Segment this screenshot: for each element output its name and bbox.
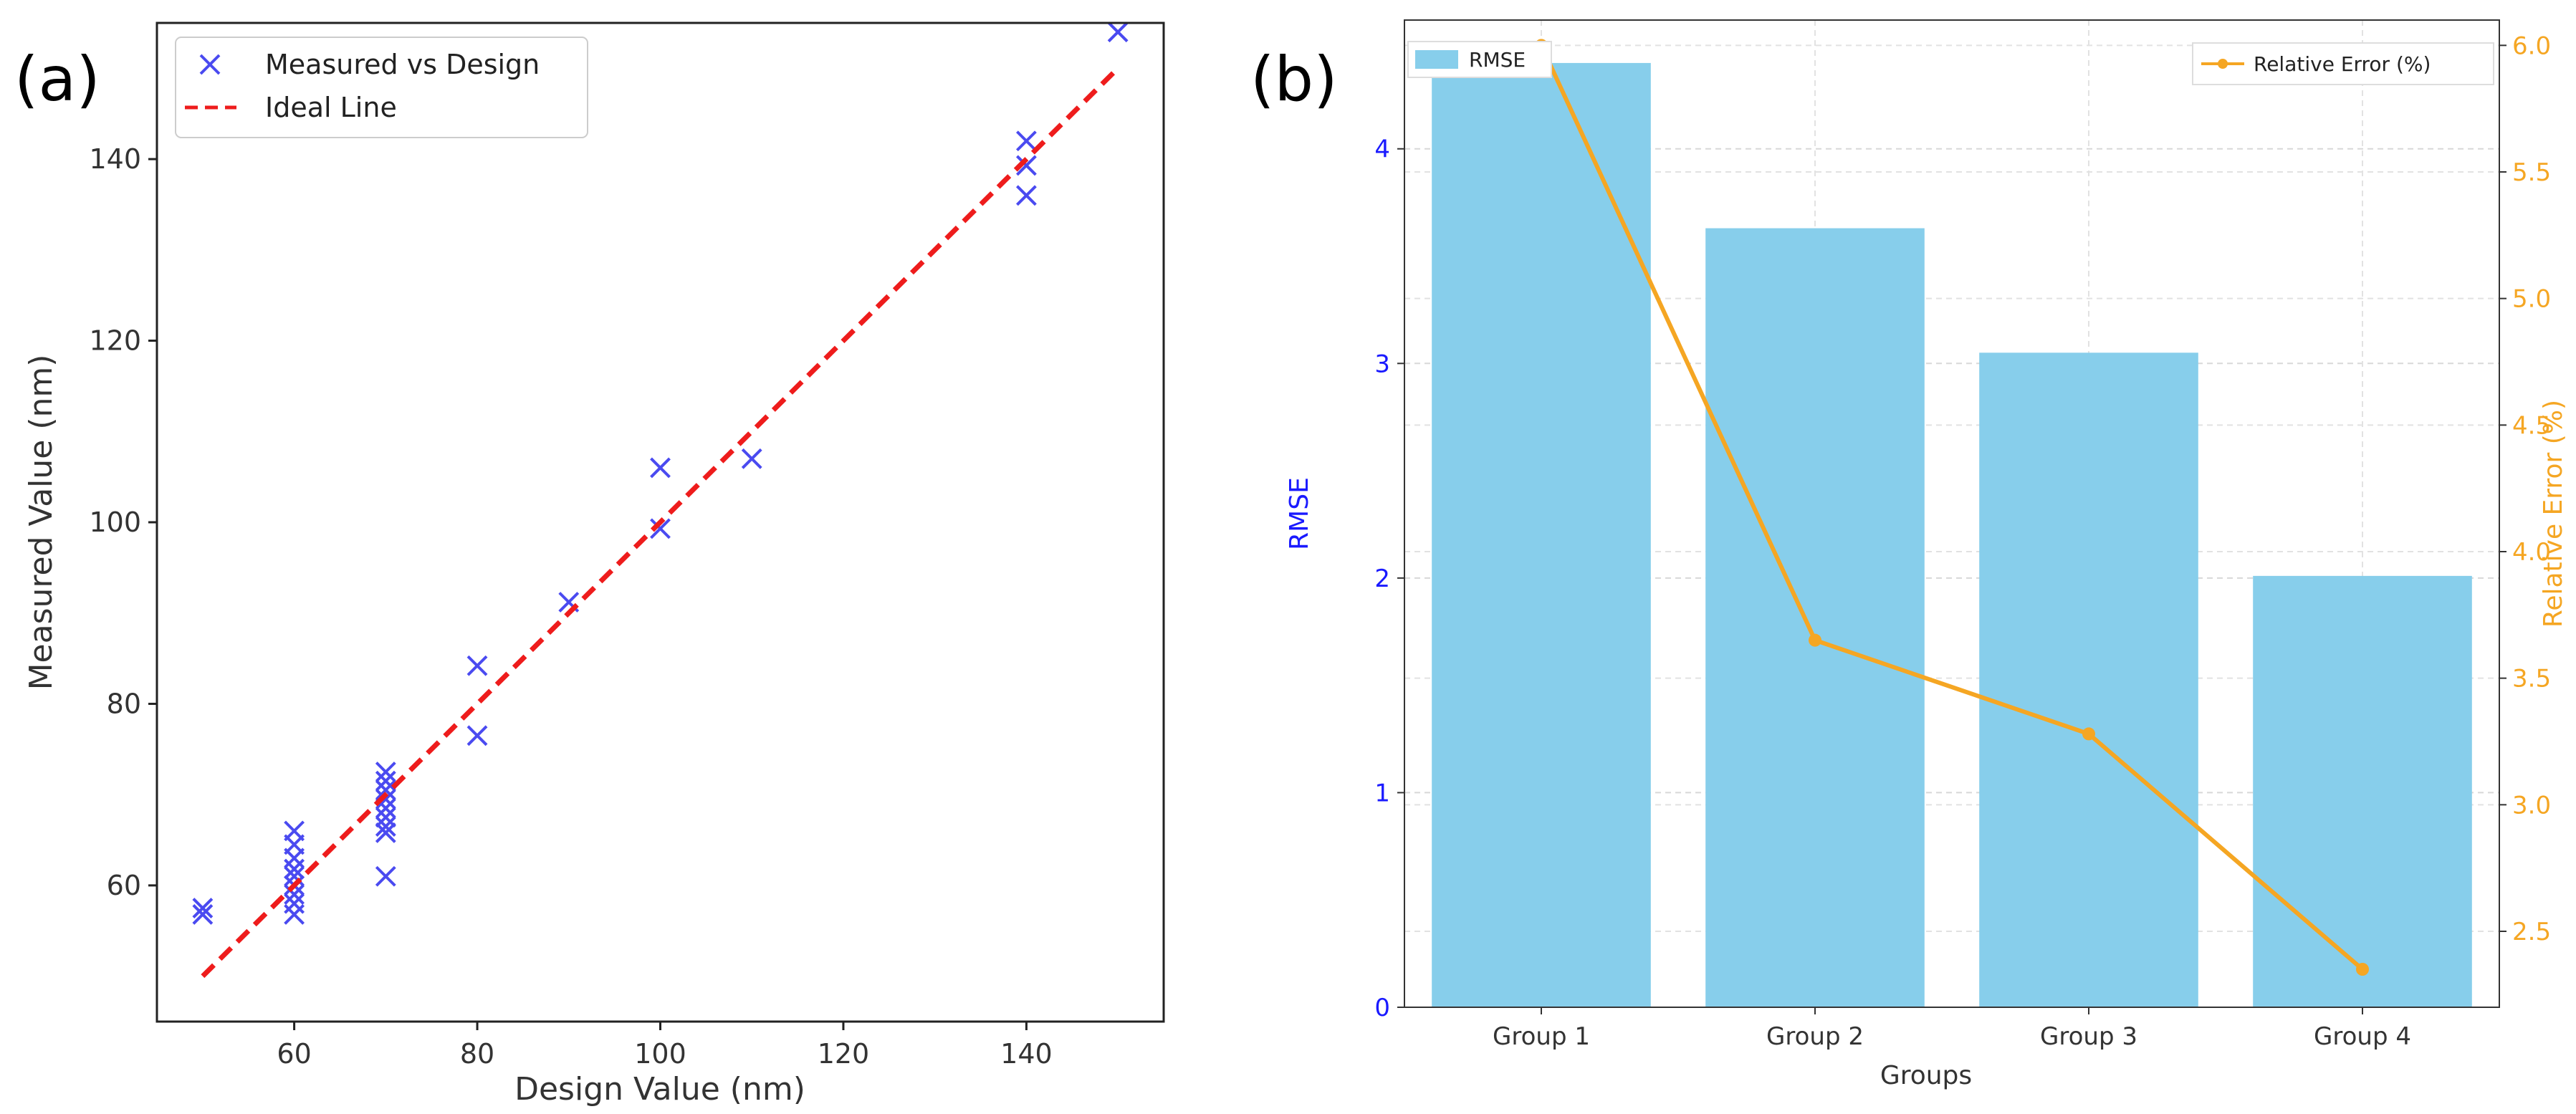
y-tick-label: 80 bbox=[107, 688, 141, 719]
category-tick-label: Group 4 bbox=[2314, 1022, 2411, 1051]
scatter-point bbox=[375, 865, 396, 887]
scatter-point bbox=[650, 457, 671, 479]
scatter-point bbox=[1015, 130, 1037, 152]
scatter-point bbox=[375, 779, 396, 801]
right-tick-label: 3.0 bbox=[2512, 791, 2551, 820]
scatter-point bbox=[284, 893, 305, 914]
panel-b-bar-line: (b) 0 1 2 3 4 2.5 3.0 3.5 4.0 4.5 5.0 5.5 6.0 Group… bbox=[1250, 19, 2568, 1090]
panel-a-legend-box bbox=[175, 37, 588, 138]
right-tick-label: 3.5 bbox=[2512, 665, 2551, 693]
scatter-point bbox=[466, 655, 488, 676]
right-tick-label: 4.0 bbox=[2512, 538, 2551, 567]
y-tick-label: 60 bbox=[107, 870, 141, 901]
legend-entry-ideal: Ideal Line bbox=[265, 92, 397, 123]
right-tick-label: 5.5 bbox=[2512, 158, 2551, 187]
legend-x-marker-icon bbox=[199, 54, 221, 75]
legend-entry-measured: Measured vs Design bbox=[265, 49, 540, 80]
left-tick-label: 3 bbox=[1374, 350, 1390, 378]
panel-b-plot-frame bbox=[1404, 19, 2500, 1008]
rmse-bar bbox=[1432, 62, 1651, 1007]
category-tick-label: Group 1 bbox=[1493, 1022, 1590, 1051]
panel-b-label: (b) bbox=[1250, 44, 1338, 115]
panel-b-legend-relative-error: Relative Error (%) bbox=[2192, 42, 2494, 85]
x-tick-label: 140 bbox=[1000, 1038, 1053, 1070]
scatter-point bbox=[284, 858, 305, 880]
legend-entry-relative-error: Relative Error (%) bbox=[2254, 52, 2431, 76]
scatter-point bbox=[375, 789, 396, 810]
panel-b-x-axis-title: Groups bbox=[1880, 1061, 1972, 1090]
panel-a-ideal-and-points bbox=[192, 21, 1129, 979]
relative-error-polyline bbox=[1539, 44, 2364, 971]
y-tick-label: 120 bbox=[89, 325, 141, 357]
panel-b-bars bbox=[1432, 62, 2472, 1008]
right-tick-label: 4.5 bbox=[2512, 411, 2551, 440]
right-tick-label: 6.0 bbox=[2512, 32, 2551, 60]
x-tick-label: 80 bbox=[460, 1038, 494, 1070]
legend-relative-error-dot-icon bbox=[2218, 59, 2228, 69]
right-tick-label: 5.0 bbox=[2512, 285, 2551, 314]
scatter-point bbox=[650, 518, 671, 539]
right-tick-label: 2.5 bbox=[2512, 918, 2551, 946]
panel-b-left-axis-title: RMSE bbox=[1285, 477, 1314, 550]
scatter-point bbox=[284, 904, 305, 925]
panel-b-legend-rmse: RMSE bbox=[1407, 41, 1552, 78]
relative-error-point bbox=[2356, 963, 2369, 976]
rmse-bar bbox=[1979, 352, 2198, 1008]
scatter-point bbox=[375, 822, 396, 843]
rmse-bar bbox=[1705, 228, 1925, 1007]
y-tick-label: 140 bbox=[89, 143, 141, 175]
panel-b-left-ticks: 0 1 2 3 4 bbox=[1374, 135, 1404, 1022]
scatter-point bbox=[741, 448, 762, 469]
scatter-point bbox=[375, 762, 396, 782]
relative-error-point bbox=[2082, 727, 2095, 741]
scatter-point bbox=[375, 770, 396, 792]
left-tick-label: 2 bbox=[1374, 565, 1390, 593]
scatter-point bbox=[1015, 185, 1037, 206]
category-tick-label: Group 3 bbox=[2040, 1022, 2137, 1051]
left-tick-label: 0 bbox=[1374, 994, 1390, 1022]
x-tick-label: 60 bbox=[277, 1038, 311, 1070]
rmse-bar bbox=[2253, 575, 2472, 1007]
legend-entry-rmse: RMSE bbox=[1469, 48, 1526, 72]
scatter-point bbox=[375, 816, 396, 837]
y-tick-label: 100 bbox=[89, 506, 141, 538]
panel-b-right-axis-title: Relative Error (%) bbox=[2539, 400, 2568, 628]
scatter-point bbox=[466, 725, 488, 746]
scatter-point bbox=[375, 807, 396, 828]
panel-a-scatter: (a) 60 80 100 120 140 60 80 100 120 140 Design V… bbox=[14, 21, 1165, 1108]
scatter-point bbox=[192, 898, 214, 919]
ideal-line bbox=[201, 66, 1120, 979]
panel-b-right-ticks: 2.5 3.0 3.5 4.0 4.5 5.0 5.5 6.0 bbox=[2499, 32, 2551, 946]
panel-b-relative-error-line bbox=[1535, 39, 2369, 976]
scatter-point bbox=[1015, 155, 1037, 176]
x-tick-label: 120 bbox=[818, 1038, 870, 1070]
relative-error-point bbox=[1809, 633, 1821, 647]
panel-a-x-axis-title: Design Value (nm) bbox=[514, 1071, 805, 1108]
panel-a-y-ticks: 60 80 100 120 140 bbox=[89, 143, 157, 901]
panel-a-label: (a) bbox=[14, 44, 100, 115]
scatter-point bbox=[192, 904, 214, 925]
panel-b-category-ticks: Group 1 Group 2 Group 3 Group 4 bbox=[1493, 1007, 2411, 1051]
panel-a-legend: Measured vs Design Ideal Line bbox=[175, 37, 588, 138]
scatter-point bbox=[1107, 21, 1129, 43]
scatter-point bbox=[284, 847, 305, 869]
left-tick-label: 4 bbox=[1374, 135, 1390, 164]
category-tick-label: Group 2 bbox=[1766, 1022, 1864, 1051]
x-tick-label: 100 bbox=[634, 1038, 686, 1070]
legend-rmse-swatch-icon bbox=[1415, 50, 1458, 69]
panel-a-x-ticks: 60 80 100 120 140 bbox=[277, 1022, 1053, 1070]
left-tick-label: 1 bbox=[1374, 779, 1390, 807]
panel-a-y-axis-title: Measured Value (nm) bbox=[23, 355, 59, 691]
